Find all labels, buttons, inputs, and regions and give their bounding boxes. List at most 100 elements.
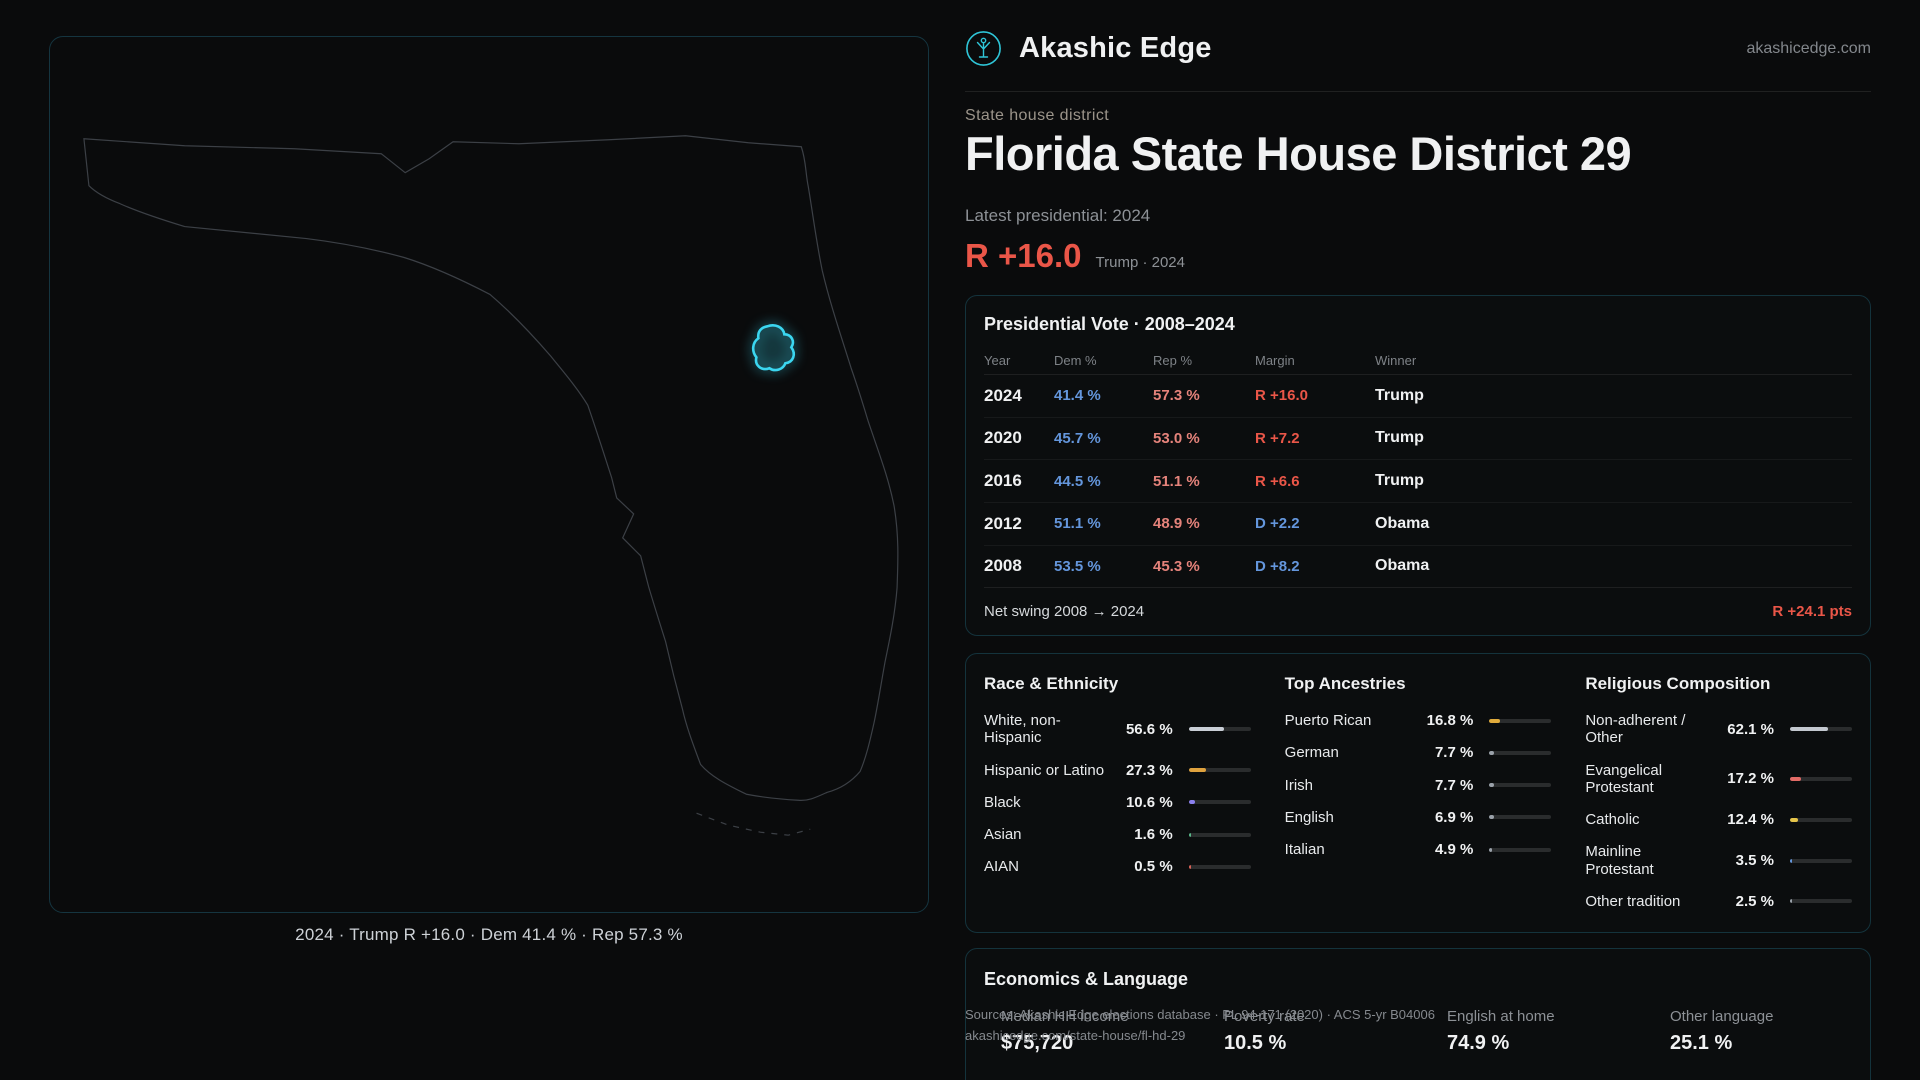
ancestries-section-title: Top Ancestries xyxy=(1284,674,1406,693)
stat-label: Median HH income xyxy=(1001,1008,1129,1025)
stat-value: $75,720 xyxy=(1001,1032,1074,1054)
religion-label: Evangelical Protestant xyxy=(1585,761,1663,796)
presidential-panel-title: Presidential Vote · 2008–2024 xyxy=(984,314,1235,334)
headline-margin-context: Trump · 2024 xyxy=(1095,254,1185,271)
list-item: Other tradition 2.5 % xyxy=(1585,893,1852,910)
table-row: 2012 51.1 % 48.9 % D +2.2 Obama xyxy=(984,503,1852,546)
ancestry-value: 16.8 % xyxy=(1426,712,1474,730)
ancestry-value: 7.7 % xyxy=(1434,776,1474,794)
net-swing-label: Net swing 2008 → 2024 xyxy=(984,603,1145,621)
winner-cell: Trump xyxy=(1375,429,1424,447)
report-column: Akashic Edge akashicedge.com State house… xyxy=(965,0,1871,1080)
list-item: Black 10.6 % xyxy=(984,794,1251,811)
winner-cell: Trump xyxy=(1375,386,1424,404)
margin-cell: D +2.2 xyxy=(1255,515,1300,533)
year-cell: 2024 xyxy=(984,385,1022,405)
rep-cell: 51.1 % xyxy=(1153,472,1200,490)
mini-bar xyxy=(1789,899,1852,904)
district-29-highlight xyxy=(751,324,796,372)
list-item: Asian 1.6 % xyxy=(984,826,1251,843)
margin-cell: R +16.0 xyxy=(1255,387,1308,405)
race-ethnicity-section: Race & Ethnicity White, non-Hispanic 56.… xyxy=(984,674,1251,925)
race-section-title: Race & Ethnicity xyxy=(984,674,1119,693)
mini-bar xyxy=(1188,832,1251,837)
mini-bar xyxy=(1489,750,1552,755)
list-item: Non-adherent / Other 62.1 % xyxy=(1585,712,1852,747)
ancestry-label: Irish xyxy=(1284,776,1313,794)
col-rep: Rep % xyxy=(1153,352,1193,368)
brand-logo-icon xyxy=(965,30,1002,67)
stat-label: English at home xyxy=(1447,1008,1555,1025)
dem-cell: 45.7 % xyxy=(1054,429,1101,447)
ancestry-value: 6.9 % xyxy=(1434,808,1474,826)
mini-bar xyxy=(1789,817,1852,822)
ancestry-label: Italian xyxy=(1284,841,1325,858)
stat-value: 74.9 % xyxy=(1447,1032,1510,1054)
mini-bar xyxy=(1489,783,1552,788)
year-cell: 2016 xyxy=(984,471,1022,491)
mini-bar xyxy=(1188,864,1251,869)
race-label: Black xyxy=(984,793,1021,811)
race-value: 27.3 % xyxy=(1125,761,1173,779)
list-item: Irish 7.7 % xyxy=(1285,777,1552,794)
religion-value: 17.2 % xyxy=(1727,770,1774,788)
list-item: Mainline Protestant 3.5 % xyxy=(1585,843,1852,878)
district-kicker: State house district xyxy=(965,107,1110,124)
net-swing-row: Net swing 2008 → 2024 R +24.1 pts xyxy=(984,587,1852,635)
table-row: 2020 45.7 % 53.0 % R +7.2 Trump xyxy=(984,418,1852,461)
ancestry-label: Puerto Rican xyxy=(1284,712,1372,729)
mini-bar xyxy=(1489,718,1552,723)
stat-english-at-home: English at home 74.9 % xyxy=(1447,1008,1670,1055)
list-item: Catholic 12.4 % xyxy=(1585,811,1852,828)
winner-cell: Obama xyxy=(1375,514,1430,532)
religion-value: 12.4 % xyxy=(1727,811,1774,829)
stat-poverty-rate: Poverty rate 10.5 % xyxy=(1224,1008,1447,1055)
col-dem: Dem % xyxy=(1054,352,1097,368)
brand-name: Akashic Edge xyxy=(1019,32,1212,64)
year-cell: 2012 xyxy=(984,513,1022,533)
race-value: 1.6 % xyxy=(1134,826,1173,844)
margin-cell: R +7.2 xyxy=(1255,429,1300,447)
religion-section: Religious Composition Non-adherent / Oth… xyxy=(1585,674,1852,925)
stat-label: Other language xyxy=(1670,1008,1774,1025)
mini-bar xyxy=(1188,727,1251,732)
rep-cell: 53.0 % xyxy=(1153,429,1200,447)
demographics-panel: Race & Ethnicity White, non-Hispanic 56.… xyxy=(965,653,1871,933)
page-title: Florida State House District 29 xyxy=(965,127,1632,180)
religion-label: Mainline Protestant xyxy=(1585,843,1654,878)
header-divider xyxy=(965,91,1871,92)
religion-label: Other tradition xyxy=(1585,892,1681,910)
margin-cell: R +6.6 xyxy=(1255,472,1300,490)
list-item: Evangelical Protestant 17.2 % xyxy=(1585,762,1852,797)
race-value: 56.6 % xyxy=(1125,720,1173,738)
race-label: Hispanic or Latino xyxy=(984,761,1105,779)
race-value: 10.6 % xyxy=(1125,793,1173,811)
presidential-vote-panel: Presidential Vote · 2008–2024 Year Dem %… xyxy=(965,295,1871,636)
mini-bar xyxy=(1489,815,1552,820)
list-item: AIAN 0.5 % xyxy=(984,858,1251,875)
race-label: Asian xyxy=(984,826,1022,843)
list-item: Italian 4.9 % xyxy=(1285,841,1552,858)
ancestry-label: English xyxy=(1284,808,1334,826)
dem-cell: 53.5 % xyxy=(1054,557,1101,575)
ancestry-value: 7.7 % xyxy=(1434,744,1474,762)
religion-label: Catholic xyxy=(1585,811,1640,828)
religion-value: 2.5 % xyxy=(1735,892,1774,910)
economics-stats: Median HH income $75,720 Poverty rate 10… xyxy=(984,1008,1852,1055)
brand-domain: akashicedge.com xyxy=(1746,39,1871,57)
list-item: German 7.7 % xyxy=(1285,744,1552,761)
mini-bar xyxy=(1489,847,1552,852)
table-row: 2008 53.5 % 45.3 % D +8.2 Obama xyxy=(984,546,1852,588)
dem-cell: 51.1 % xyxy=(1054,515,1101,533)
headline-margin: R +16.0 Trump · 2024 xyxy=(965,237,1185,275)
ancestries-section: Top Ancestries Puerto Rican 16.8 % Germa… xyxy=(1285,674,1552,925)
race-label: AIAN xyxy=(984,858,1020,876)
dem-cell: 41.4 % xyxy=(1054,387,1101,405)
florida-keys-outline xyxy=(696,812,811,836)
table-row: 2024 41.4 % 57.3 % R +16.0 Trump xyxy=(984,375,1852,418)
winner-cell: Obama xyxy=(1375,557,1430,575)
table-header: Year Dem % Rep % Margin Winner xyxy=(984,347,1852,375)
religion-value: 62.1 % xyxy=(1727,720,1774,738)
rep-cell: 57.3 % xyxy=(1153,387,1200,405)
